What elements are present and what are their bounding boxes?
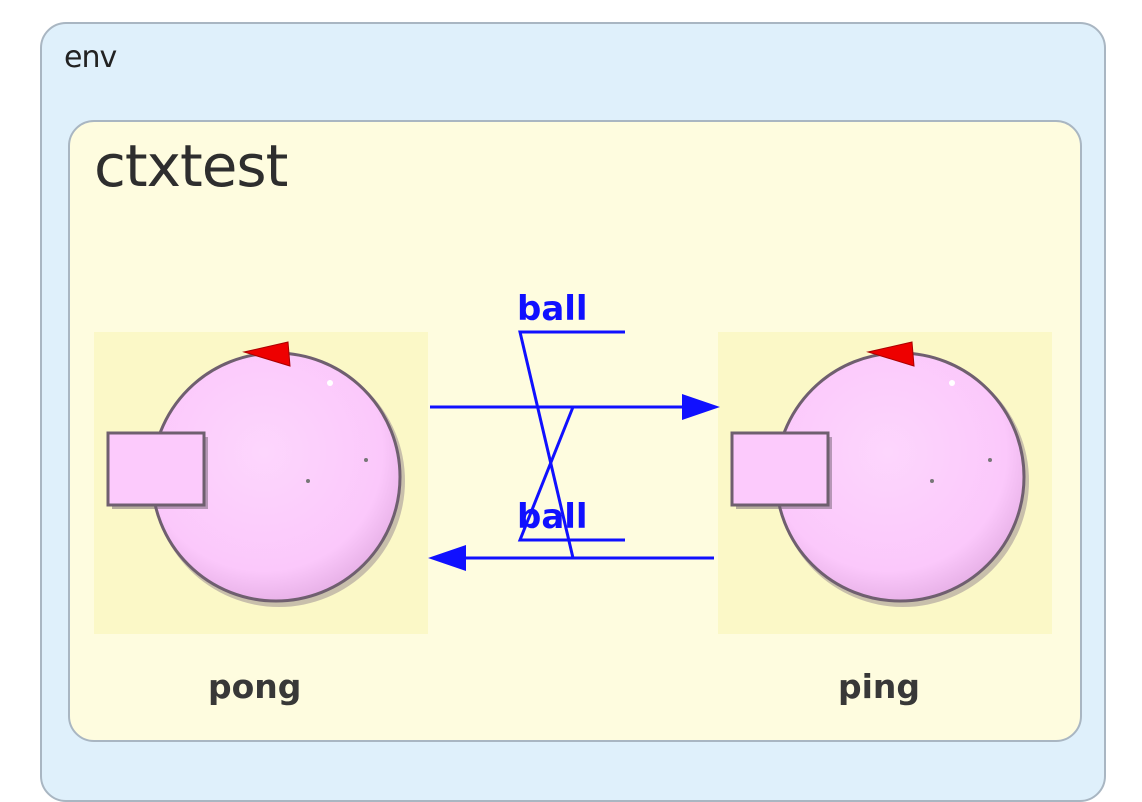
actor-ping-label: ping [838, 667, 920, 706]
port-triangle-icon[interactable] [866, 341, 915, 367]
arrow-head-icon [428, 545, 466, 571]
highlight-dot-icon [949, 380, 955, 386]
message-label-bottom: ball [517, 497, 588, 537]
highlight-dot-icon [327, 380, 333, 386]
arrow-head-icon [682, 394, 720, 420]
marker-dot-icon [988, 458, 992, 462]
connection-ping-to-pong[interactable] [462, 406, 714, 560]
connection-pong-to-ping[interactable] [430, 330, 690, 559]
actor-ping[interactable] [718, 332, 1052, 634]
marker-dot-icon [364, 458, 368, 462]
port-square-icon[interactable] [106, 431, 206, 507]
message-label-top: ball [517, 289, 588, 329]
marker-dot-icon [306, 479, 310, 483]
context-title: ctxtest [94, 132, 288, 200]
actor-pong[interactable] [94, 332, 428, 634]
actor-pong-label: pong [208, 667, 301, 706]
actor-diagram: ball ball pong ping [94, 289, 1052, 706]
port-square-icon[interactable] [730, 431, 830, 507]
port-triangle-icon[interactable] [242, 341, 291, 367]
marker-dot-icon [930, 479, 934, 483]
env-title: env [64, 40, 117, 75]
